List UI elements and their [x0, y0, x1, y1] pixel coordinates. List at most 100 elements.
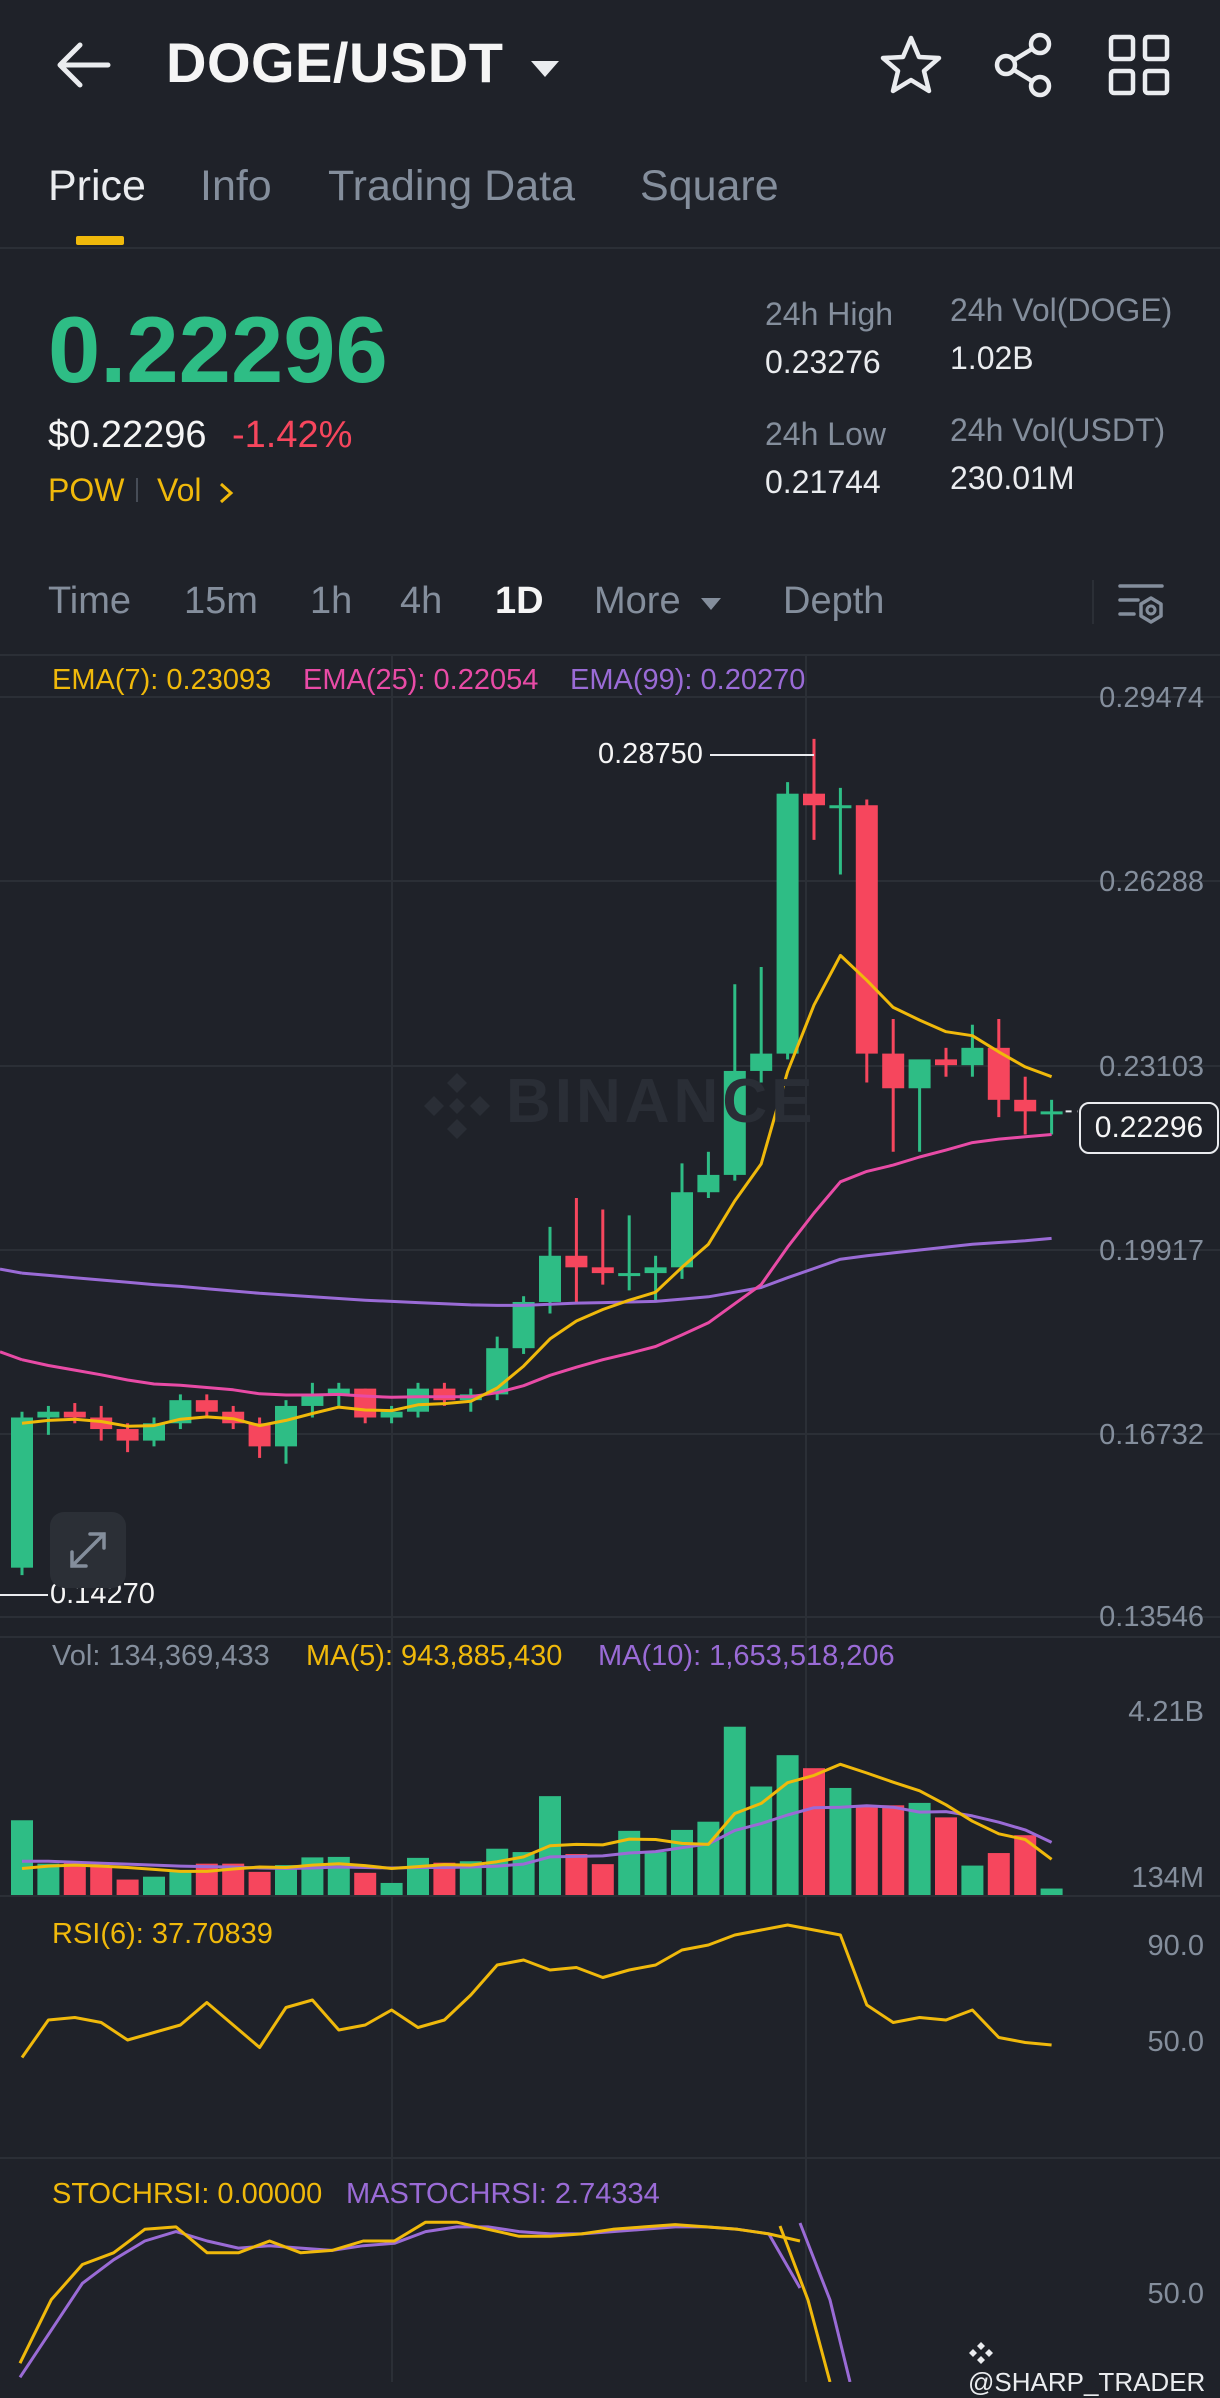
fullscreen-button[interactable] — [50, 1512, 126, 1588]
current-price-tag[interactable]: 0.22296 — [1079, 1102, 1219, 1154]
volume-bar — [855, 1806, 878, 1895]
candle — [90, 1417, 113, 1430]
high-label: 24h High — [765, 296, 894, 332]
candle — [882, 1053, 905, 1089]
volume-bar — [222, 1863, 245, 1895]
star-icon[interactable] — [874, 28, 948, 102]
candle — [987, 1047, 1010, 1100]
volume-bar — [1014, 1835, 1037, 1895]
volume-bar — [1040, 1888, 1063, 1895]
tab-trading-data[interactable]: Trading Data — [328, 162, 575, 210]
volume-bar — [11, 1820, 33, 1895]
volume-bar — [697, 1821, 720, 1895]
tag-vol-label[interactable]: Vol — [157, 472, 202, 508]
candle — [750, 1053, 773, 1071]
volume-bar — [116, 1879, 139, 1895]
tab-info[interactable]: Info — [200, 162, 272, 210]
active-tab-indicator — [76, 236, 124, 245]
candle — [407, 1388, 429, 1412]
usd-price: $0.22296 — [48, 414, 207, 456]
tag-separator — [136, 478, 138, 502]
candle — [671, 1192, 693, 1268]
volume-bar — [301, 1857, 324, 1895]
volume-bar — [195, 1863, 218, 1895]
chevron-right-icon — [220, 482, 234, 503]
axis-label: 0.19917 — [1099, 1235, 1204, 1267]
high-marker: 0.28750 — [598, 738, 703, 770]
volume-bar — [935, 1817, 957, 1895]
interval-15m[interactable]: 15m — [184, 580, 258, 622]
candle — [908, 1059, 931, 1089]
candle — [116, 1429, 139, 1441]
volume-bar — [644, 1852, 667, 1895]
binance-logo-icon — [969, 2342, 993, 2365]
back-arrow-icon[interactable] — [46, 28, 120, 102]
candle — [1014, 1099, 1037, 1112]
rsi-line — [20, 1923, 1052, 2059]
volume-bar — [776, 1755, 799, 1895]
rsi-axis-90: 90.0 — [1147, 1930, 1204, 1962]
interval-more[interactable]: More — [594, 580, 725, 623]
expand-icon — [70, 1532, 106, 1568]
last-price: 0.22296 — [48, 297, 388, 402]
chart-settings-icon[interactable] — [1116, 578, 1166, 628]
candle — [512, 1301, 535, 1349]
candle — [565, 1255, 588, 1268]
tag-pow[interactable]: POW — [48, 472, 125, 508]
vol-ma10-line — [22, 1804, 1053, 1870]
price-chart[interactable] — [0, 656, 1220, 2382]
axis-label: 0.23103 — [1099, 1051, 1204, 1083]
volume-bar — [882, 1805, 905, 1895]
interval-depth[interactable]: Depth — [783, 580, 885, 622]
vol-usdt-value: 230.01M — [950, 460, 1075, 496]
stochrsi-lines — [18, 2220, 852, 2382]
candle — [1040, 1111, 1063, 1115]
candle — [248, 1423, 271, 1447]
credit-label: @SHARP_TRADER — [968, 2336, 1220, 2398]
interval-1h[interactable]: 1h — [310, 580, 353, 622]
volume-ma-lines — [21, 1762, 1053, 1873]
tab-square[interactable]: Square — [640, 162, 779, 210]
volume-bar — [565, 1854, 588, 1895]
axis-label: 0.13546 — [1099, 1601, 1204, 1633]
candle — [195, 1400, 218, 1412]
volume-bar — [671, 1829, 693, 1895]
interval-1d[interactable]: 1D — [495, 580, 544, 622]
volume-bar — [275, 1865, 297, 1895]
candle — [433, 1388, 456, 1401]
volume-bar — [37, 1863, 60, 1895]
axis-label: 0.26288 — [1099, 866, 1204, 898]
chart-grid — [0, 656, 1220, 2382]
ema99-legend: EMA(99): 0.20270 — [570, 664, 806, 696]
stochrsi-line — [778, 2225, 832, 2382]
caret-down-icon[interactable] — [525, 47, 565, 87]
candle — [697, 1174, 720, 1193]
tag-vol[interactable]: Vol — [157, 472, 236, 509]
low-value: 0.21744 — [765, 464, 881, 500]
volume-bar — [143, 1876, 165, 1895]
volume-bar — [750, 1786, 773, 1895]
binance-watermark: BINANCE — [420, 1066, 816, 1143]
high-value: 0.23276 — [765, 344, 881, 380]
interval-divider — [1092, 580, 1094, 624]
interval-4h[interactable]: 4h — [400, 580, 443, 622]
interval-more-label[interactable]: More — [594, 580, 681, 622]
volume-bar — [169, 1871, 192, 1895]
pair-label[interactable]: DOGE/USDT — [166, 31, 504, 94]
candle — [803, 793, 825, 806]
pair-title[interactable]: DOGE/USDT — [166, 30, 565, 95]
ema7-line — [21, 953, 1053, 1428]
ema-lines — [0, 953, 1053, 1428]
grid-icon[interactable] — [1102, 28, 1176, 102]
volume-bar — [248, 1871, 271, 1895]
volume-bar — [987, 1853, 1010, 1895]
price-markers — [0, 754, 1078, 1596]
share-icon[interactable] — [986, 28, 1060, 102]
change-percent: -1.42% — [232, 414, 353, 456]
volume-bar — [459, 1861, 482, 1895]
interval-time[interactable]: Time — [48, 580, 132, 622]
vol-ma10-legend: MA(10): 1,653,518,206 — [598, 1640, 895, 1672]
candle — [11, 1417, 33, 1568]
volume-bar — [961, 1865, 984, 1895]
tab-price[interactable]: Price — [48, 162, 146, 210]
